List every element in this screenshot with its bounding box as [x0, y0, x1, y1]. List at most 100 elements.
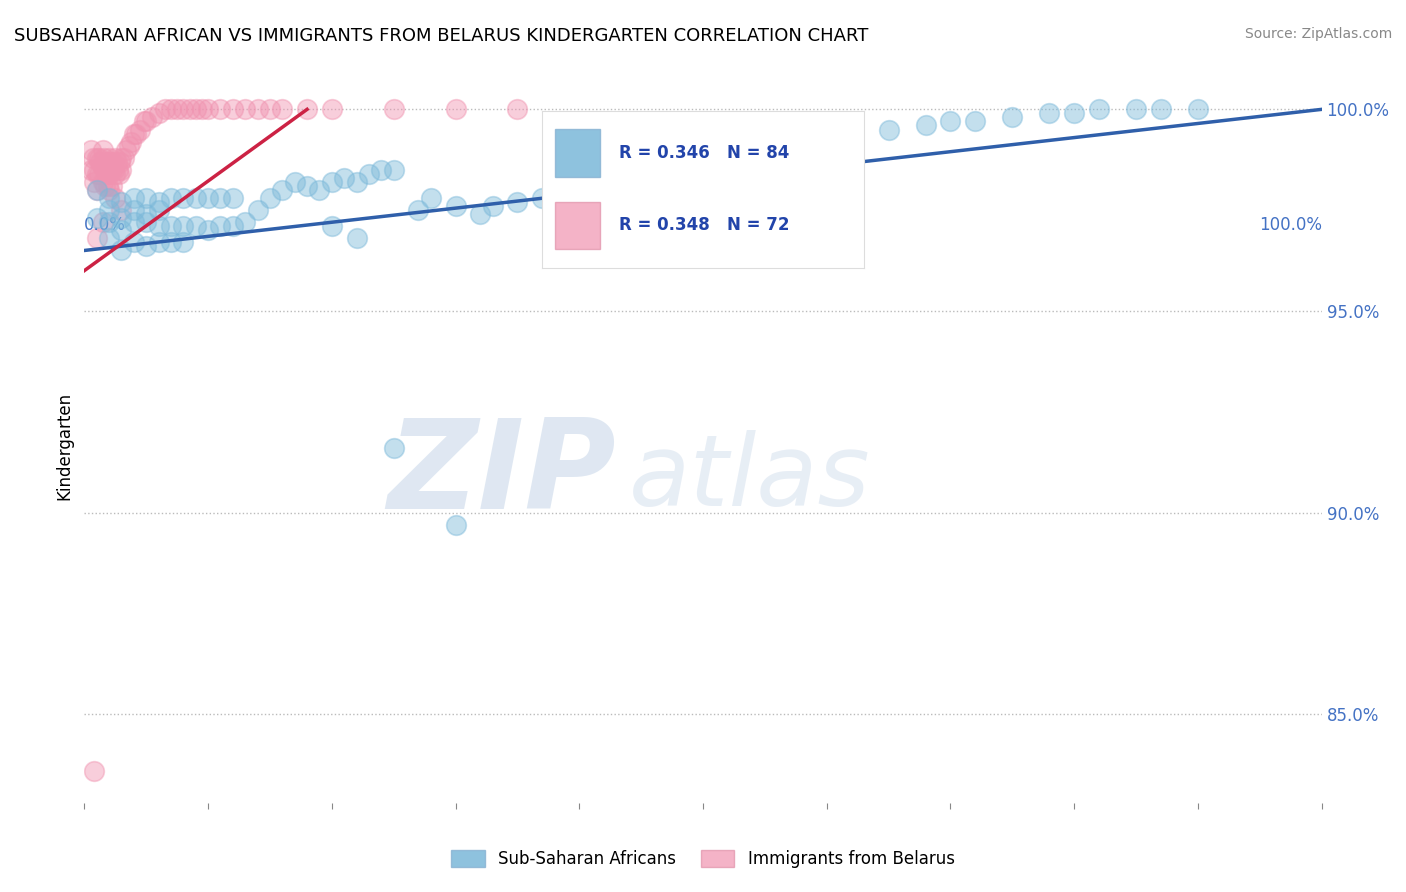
Point — [89, 167, 111, 181]
Text: 100.0%: 100.0% — [1258, 216, 1322, 235]
Point — [104, 167, 127, 181]
Point — [107, 162, 129, 177]
Point — [90, 159, 112, 173]
Point — [98, 167, 121, 181]
Point — [89, 154, 111, 169]
Point — [115, 143, 138, 157]
Point — [122, 127, 145, 141]
Point — [141, 111, 163, 125]
Point — [382, 441, 405, 455]
Point — [419, 191, 441, 205]
Point — [166, 103, 188, 117]
Point — [191, 103, 214, 117]
Point — [122, 235, 145, 250]
Point — [321, 103, 343, 117]
Point — [1088, 103, 1111, 117]
Point — [295, 103, 318, 117]
Point — [506, 103, 529, 117]
Point — [160, 103, 183, 117]
Point — [98, 231, 121, 245]
Point — [110, 162, 132, 177]
Point — [593, 170, 616, 185]
Point — [246, 103, 269, 117]
Point — [98, 191, 121, 205]
Point — [118, 138, 141, 153]
Text: atlas: atlas — [628, 430, 870, 526]
Y-axis label: Kindergarten: Kindergarten — [55, 392, 73, 500]
Point — [94, 162, 117, 177]
Point — [841, 127, 863, 141]
Point — [122, 191, 145, 205]
Point — [197, 103, 219, 117]
Point — [97, 178, 120, 193]
Point — [103, 162, 125, 177]
Point — [110, 151, 132, 165]
Point — [148, 195, 170, 210]
Point — [1001, 111, 1024, 125]
Point — [346, 231, 368, 245]
Point — [568, 183, 591, 197]
Point — [96, 154, 118, 169]
Point — [222, 103, 245, 117]
Point — [1187, 103, 1209, 117]
Point — [112, 151, 135, 165]
Point — [98, 203, 121, 218]
Point — [444, 103, 467, 117]
Point — [222, 219, 245, 234]
Point — [86, 183, 108, 197]
Point — [153, 103, 176, 117]
Point — [321, 175, 343, 189]
Point — [110, 223, 132, 237]
Point — [382, 162, 405, 177]
Text: 0.0%: 0.0% — [84, 216, 127, 235]
Point — [160, 191, 183, 205]
Point — [104, 191, 127, 205]
Text: Source: ZipAtlas.com: Source: ZipAtlas.com — [1244, 27, 1392, 41]
Point — [197, 191, 219, 205]
Point — [86, 167, 108, 181]
Point — [754, 138, 776, 153]
Point — [100, 162, 122, 177]
Point — [98, 151, 121, 165]
Point — [83, 764, 105, 778]
Point — [815, 130, 838, 145]
Point — [914, 119, 936, 133]
Point — [98, 183, 121, 197]
Point — [108, 167, 131, 181]
Point — [481, 199, 503, 213]
Point — [98, 154, 121, 169]
Point — [132, 114, 155, 128]
Point — [209, 219, 232, 234]
Point — [82, 151, 104, 165]
Point — [91, 143, 114, 157]
Point — [209, 191, 232, 205]
Point — [105, 154, 128, 169]
Point — [86, 183, 108, 197]
Point — [717, 143, 740, 157]
Point — [91, 215, 114, 229]
Point — [100, 178, 122, 193]
Point — [692, 151, 714, 165]
Point — [160, 235, 183, 250]
Point — [543, 235, 565, 250]
Point — [148, 235, 170, 250]
Point — [284, 175, 307, 189]
Point — [1063, 106, 1085, 120]
Point — [148, 106, 170, 120]
Point — [172, 103, 194, 117]
Point — [135, 114, 157, 128]
Point — [346, 175, 368, 189]
Point — [129, 122, 152, 136]
Point — [79, 143, 101, 157]
Point — [148, 203, 170, 218]
Point — [222, 191, 245, 205]
Point — [271, 103, 294, 117]
Point — [333, 170, 356, 185]
Point — [104, 151, 127, 165]
Point — [86, 151, 108, 165]
Point — [382, 103, 405, 117]
Point — [93, 151, 115, 165]
Point — [259, 103, 281, 117]
Point — [1125, 103, 1147, 117]
Point — [135, 191, 157, 205]
